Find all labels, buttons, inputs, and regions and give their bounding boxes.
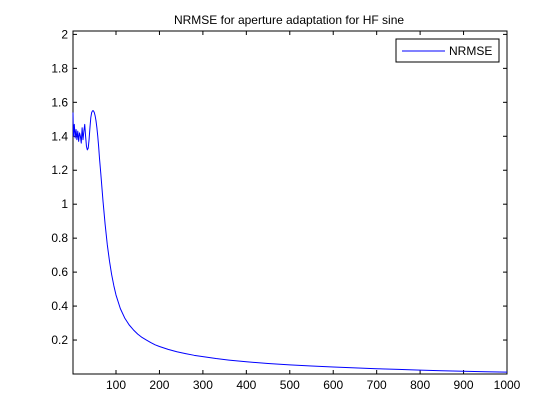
plot-area: 100 200 300 400 500 600 700 800 900 1000 0.2 0.4 0.6… (51, 27, 520, 392)
x-tick-label: 900 (454, 378, 474, 392)
y-tick-label: 2 (61, 27, 68, 41)
y-tick-label: 1.4 (51, 129, 68, 143)
x-tick-label: 1000 (494, 378, 521, 392)
y-tick-label: 0.8 (51, 231, 68, 245)
chart-title: NRMSE for aperture adaptation for HF sin… (174, 13, 404, 27)
axes-box (72, 30, 508, 375)
x-tick-label: 100 (106, 378, 126, 392)
legend-box (395, 38, 500, 63)
x-tick-label: 700 (367, 378, 387, 392)
x-tick-label: 400 (236, 378, 256, 392)
x-tick-label: 200 (149, 378, 169, 392)
x-tick-label: 300 (193, 378, 213, 392)
y-tick-label: 1.6 (51, 95, 68, 109)
y-tick-label: 0.4 (51, 299, 68, 313)
x-tick-label: 800 (410, 378, 430, 392)
y-tick-label: 0.6 (51, 265, 68, 279)
y-tick-label: 1 (61, 197, 68, 211)
series-line-nrmse (72, 110, 508, 373)
legend: NRMSE (395, 38, 500, 63)
y-tick-label: 1.8 (51, 61, 68, 75)
x-tick-label: 600 (323, 378, 343, 392)
ticks-layer: 100 200 300 400 500 600 700 800 900 1000 0.2 0.4 0.6… (51, 27, 520, 392)
series-layer (72, 110, 508, 373)
x-tick-label: 500 (280, 378, 300, 392)
legend-label-nrmse: NRMSE (449, 44, 492, 58)
y-tick-label: 1.2 (51, 163, 68, 177)
y-tick-label: 0.2 (51, 333, 68, 347)
